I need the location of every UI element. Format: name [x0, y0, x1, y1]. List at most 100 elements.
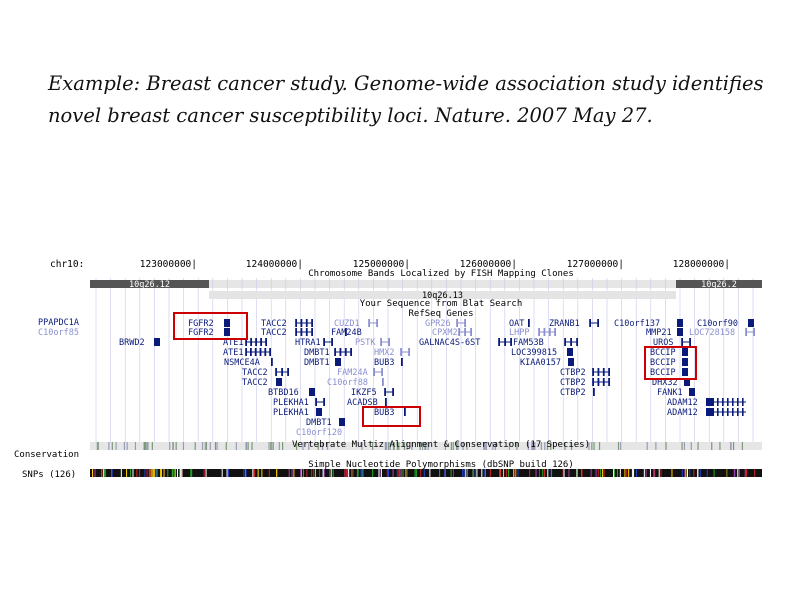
gene-exon	[593, 388, 595, 396]
snp-mark	[602, 469, 604, 477]
snp-mark	[660, 469, 662, 477]
gene-label: TACC2	[242, 378, 268, 388]
snp-mark	[529, 469, 531, 477]
gene-label: OAT	[509, 319, 524, 329]
highlight-box-bub3	[362, 406, 421, 427]
gene-exon	[295, 328, 297, 336]
gene-exon	[245, 348, 247, 356]
gene-block	[567, 348, 573, 356]
conservation-mark	[484, 442, 486, 450]
snp-mark	[191, 469, 193, 477]
snp-mark	[111, 469, 113, 477]
snp-mark	[595, 469, 597, 477]
snp-mark	[484, 469, 486, 477]
snp-mark	[160, 469, 162, 477]
side-label-conservation: Conservation	[14, 450, 79, 460]
conservation-mark	[115, 442, 117, 450]
snp-mark	[356, 469, 358, 477]
snp-mark	[352, 469, 354, 477]
gene-exon	[385, 398, 387, 406]
gene-exon	[564, 338, 566, 346]
snp-mark	[300, 469, 302, 477]
snp-track	[92, 469, 756, 477]
gene-exon	[742, 408, 744, 416]
conservation-mark	[317, 442, 319, 450]
gene-label: BCCIP	[650, 348, 676, 358]
snp-mark	[515, 469, 517, 477]
gene-exon	[311, 319, 313, 327]
gene-label: CPXM2	[432, 328, 458, 338]
snp-mark	[149, 469, 151, 477]
snp-mark	[228, 469, 230, 477]
snp-mark	[517, 469, 519, 477]
snp-mark	[505, 469, 507, 477]
conservation-mark	[533, 442, 535, 450]
gene-exon	[745, 328, 747, 336]
track-title-snps: Simple Nucleotide Polymorphisms (dbSNP b…	[308, 460, 574, 470]
snp-mark	[254, 469, 256, 477]
snp-mark	[396, 469, 398, 477]
highlight-boxes	[173, 312, 697, 427]
snp-mark	[401, 469, 403, 477]
snp-mark	[535, 469, 537, 477]
snp-mark	[92, 469, 94, 477]
gene-exon	[287, 368, 289, 376]
snp-mark	[146, 469, 148, 477]
gene-exon	[404, 408, 406, 416]
snp-mark	[348, 469, 350, 477]
gene-label: ADAM12	[667, 398, 698, 408]
conservation-mark	[683, 442, 686, 450]
grid-lines	[95, 278, 754, 442]
gene-label: C10orf120	[296, 428, 342, 438]
gene-exon	[597, 319, 599, 327]
track-title-conservation: Vertebrate Multiz Alignment & Conservati…	[292, 440, 590, 450]
snp-mark	[500, 469, 502, 477]
gene-label: PLEKHA1	[273, 398, 309, 408]
conservation-mark	[396, 442, 398, 450]
gene-exon	[323, 338, 325, 346]
snp-mark	[483, 469, 485, 477]
snp-mark	[452, 469, 454, 477]
snp-mark	[312, 469, 314, 477]
gene-block	[682, 358, 688, 366]
conservation-mark	[272, 442, 274, 450]
snp-mark	[613, 469, 615, 477]
snp-mark	[156, 469, 158, 477]
snp-mark	[499, 469, 501, 477]
gene-label: BRWD2	[119, 338, 145, 348]
gene-label: IKZF5	[351, 388, 377, 398]
gene-exon	[315, 398, 317, 406]
snp-mark	[361, 469, 363, 477]
gene-exon	[388, 338, 390, 346]
gene-label: LOC728158	[689, 328, 735, 338]
conservation-mark	[494, 442, 496, 450]
conservation-mark	[245, 442, 248, 450]
conservation-mark	[427, 442, 429, 450]
gene-exon	[570, 338, 572, 346]
gene-label: CTBP2	[560, 378, 586, 388]
gene-label: HMX2	[374, 348, 394, 358]
gene-block	[224, 328, 230, 336]
snp-mark	[345, 469, 347, 477]
snp-mark	[420, 469, 422, 477]
snp-mark	[576, 469, 578, 477]
ruler-position: 128000000|	[673, 259, 730, 270]
snp-mark	[653, 469, 655, 477]
conservation-mark	[247, 442, 249, 450]
conservation-mark	[419, 442, 421, 450]
snp-mark	[481, 469, 483, 477]
gene-exon	[381, 368, 383, 376]
conservation-mark	[151, 442, 153, 450]
gene-exon	[311, 328, 313, 336]
conservation-mark	[422, 442, 424, 450]
gene-block	[684, 378, 690, 386]
gene-label: BUB3	[374, 358, 394, 368]
snp-mark	[415, 469, 417, 477]
snp-mark	[144, 469, 146, 477]
snp-mark	[291, 469, 293, 477]
gene-label: LOC399815	[511, 348, 557, 358]
snp-mark	[713, 469, 715, 477]
gene-exon	[737, 408, 739, 416]
snp-mark	[738, 469, 740, 477]
snp-mark	[467, 469, 469, 477]
